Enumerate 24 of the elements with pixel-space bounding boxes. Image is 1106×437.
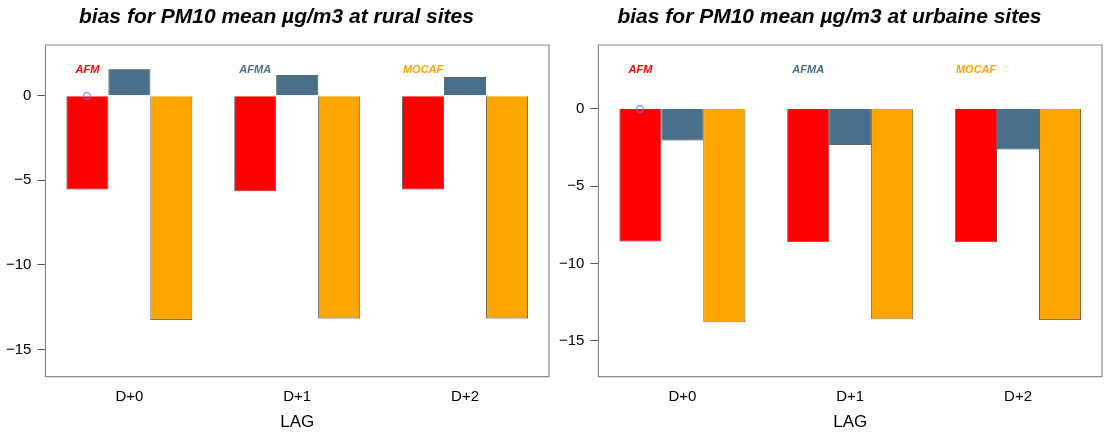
x-axis-title: LAG bbox=[280, 412, 315, 432]
chart-title: bias for PM10 mean µg/m3 at rural sites bbox=[78, 4, 475, 28]
series-label: AFMA bbox=[238, 63, 272, 76]
y-tick-label: −5 bbox=[567, 176, 585, 194]
x-tick-label: D+0 bbox=[115, 386, 144, 404]
y-tick-label: 0 bbox=[23, 85, 32, 103]
y-tick-label: −10 bbox=[5, 255, 32, 273]
y-tick-label: 0 bbox=[576, 98, 585, 116]
y-tick-label: −15 bbox=[5, 339, 32, 357]
x-tick-label: D+2 bbox=[1004, 386, 1033, 404]
y-tick-label: −10 bbox=[558, 253, 585, 271]
y-tick-label: −15 bbox=[558, 331, 585, 349]
x-tick-label: D+1 bbox=[836, 386, 865, 404]
x-tick-label: D+1 bbox=[283, 386, 312, 404]
text: AFMA bbox=[791, 63, 825, 76]
chart-title: bias for PM10 mean µg/m3 at urbaine sites bbox=[616, 4, 1043, 28]
x-axis-title: LAG bbox=[833, 412, 868, 432]
x-tick-label: D+0 bbox=[668, 386, 697, 404]
series-label: AFM bbox=[74, 63, 101, 76]
text: AFM bbox=[627, 63, 654, 76]
x-tick-label: D+2 bbox=[451, 386, 480, 404]
text: MOCAF bbox=[955, 63, 997, 76]
y-tick-label: −5 bbox=[14, 170, 32, 188]
text: MOCAF bbox=[402, 63, 444, 76]
